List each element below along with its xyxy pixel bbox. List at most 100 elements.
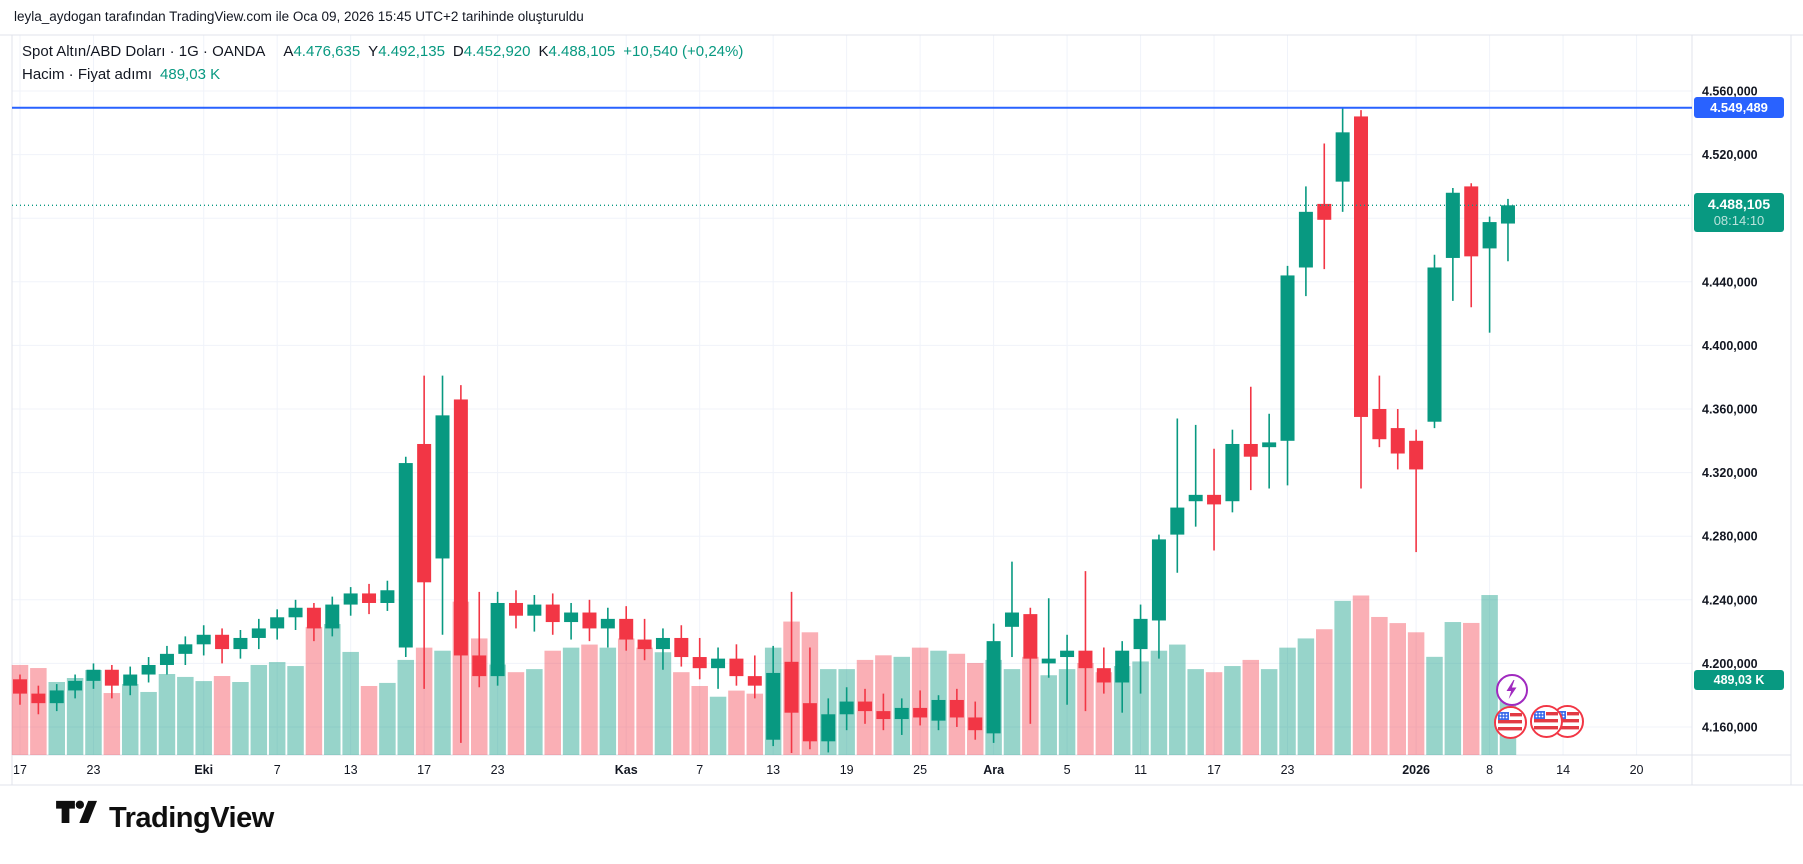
candle[interactable] — [325, 596, 340, 637]
candle[interactable] — [398, 456, 413, 658]
volume-bar[interactable] — [360, 685, 378, 755]
us-flag-icon[interactable] — [1494, 706, 1527, 739]
candle[interactable] — [453, 385, 468, 743]
candle[interactable] — [472, 591, 487, 688]
us-flag-icon[interactable] — [1530, 705, 1563, 738]
candle[interactable] — [141, 657, 156, 683]
volume-bar[interactable] — [250, 664, 268, 755]
candle[interactable] — [1317, 143, 1332, 270]
volume-bar[interactable] — [1187, 669, 1204, 755]
candle[interactable] — [435, 375, 450, 635]
candle[interactable] — [1170, 418, 1185, 573]
volume-bar[interactable] — [1481, 595, 1498, 755]
candle[interactable] — [1500, 198, 1515, 262]
volume-bar[interactable] — [324, 624, 341, 755]
candle[interactable] — [986, 623, 1001, 743]
candle[interactable] — [380, 580, 395, 611]
volume-bar[interactable] — [617, 638, 635, 755]
candle[interactable] — [1262, 413, 1277, 489]
candle[interactable] — [417, 375, 432, 689]
candle[interactable] — [1372, 375, 1387, 448]
candle[interactable] — [876, 693, 891, 731]
last-price-tag[interactable]: 4.488,105 08:14:10 — [1694, 193, 1784, 233]
volume-bar[interactable] — [268, 662, 286, 755]
candle[interactable] — [196, 625, 211, 656]
candle[interactable] — [858, 688, 873, 724]
volume-bar[interactable] — [85, 670, 102, 755]
candle[interactable] — [1464, 183, 1479, 308]
volume-bar[interactable] — [1058, 669, 1076, 755]
candle[interactable] — [31, 685, 46, 715]
candle[interactable] — [1280, 265, 1295, 486]
volume-bar[interactable] — [1260, 669, 1278, 755]
candle[interactable] — [270, 609, 285, 640]
volume-bar[interactable] — [489, 664, 506, 755]
candle[interactable] — [545, 593, 560, 635]
volume-bar[interactable] — [213, 676, 231, 755]
candle[interactable] — [747, 655, 762, 699]
volume-bar[interactable] — [1242, 659, 1260, 755]
candle[interactable] — [288, 599, 303, 631]
candle[interactable] — [692, 637, 707, 680]
volume-bar[interactable] — [1462, 622, 1480, 755]
candle[interactable] — [1225, 429, 1240, 513]
candle[interactable] — [968, 701, 983, 740]
volume-bar[interactable] — [379, 682, 396, 755]
candle[interactable] — [178, 636, 193, 665]
candle[interactable] — [1115, 641, 1130, 713]
candle[interactable] — [839, 687, 854, 731]
candle[interactable] — [1445, 187, 1460, 301]
lightning-icon[interactable] — [1496, 674, 1528, 706]
candle[interactable] — [1482, 216, 1497, 333]
volume-bar[interactable] — [1316, 629, 1333, 755]
volume-bar[interactable] — [1279, 647, 1296, 755]
candle[interactable] — [490, 591, 505, 686]
candle[interactable] — [1354, 110, 1369, 489]
candle[interactable] — [527, 595, 542, 632]
volume-bar[interactable] — [544, 650, 561, 755]
volume-bar[interactable] — [1352, 595, 1370, 755]
volume-bar[interactable] — [140, 691, 157, 755]
candle[interactable] — [159, 645, 174, 675]
volume-bar[interactable] — [526, 669, 543, 755]
volume-bar[interactable] — [1095, 672, 1113, 755]
candle[interactable] — [1004, 561, 1019, 658]
candle[interactable] — [233, 630, 248, 659]
volume-bar[interactable] — [709, 696, 727, 755]
volume-bar[interactable] — [1003, 669, 1021, 755]
volume-bar[interactable] — [581, 644, 598, 755]
candle[interactable] — [1427, 254, 1442, 429]
candle[interactable] — [86, 663, 101, 689]
volume-bar[interactable] — [636, 647, 653, 755]
candle[interactable] — [784, 591, 799, 753]
candle[interactable] — [600, 607, 615, 648]
candle[interactable] — [802, 647, 817, 750]
candle[interactable] — [68, 674, 83, 699]
volume-bar[interactable] — [1205, 672, 1223, 755]
volume-bar[interactable] — [562, 647, 580, 755]
candle[interactable] — [711, 647, 726, 689]
symbol-title[interactable]: Spot Altın/ABD Doları · 1G · OANDA — [22, 43, 266, 60]
candle[interactable] — [729, 644, 744, 686]
candle[interactable] — [343, 587, 358, 616]
candle[interactable] — [1096, 647, 1111, 694]
candle[interactable] — [655, 628, 670, 670]
candle[interactable] — [49, 684, 64, 712]
volume-bar[interactable] — [305, 626, 323, 755]
candle[interactable] — [766, 645, 781, 747]
volume-bar[interactable] — [1371, 616, 1388, 755]
volume-bar[interactable] — [177, 676, 194, 755]
candle[interactable] — [582, 599, 597, 642]
volume-bar[interactable] — [1132, 661, 1149, 755]
volume-bar[interactable] — [673, 672, 690, 755]
candle[interactable] — [251, 618, 266, 650]
candle[interactable] — [1207, 448, 1222, 551]
candle[interactable] — [1243, 386, 1258, 491]
candle[interactable] — [1335, 107, 1350, 212]
volume-bar[interactable] — [103, 693, 121, 755]
volume-bar[interactable] — [434, 650, 451, 755]
volume-bar[interactable] — [746, 693, 764, 755]
volume-bar[interactable] — [1040, 675, 1057, 755]
volume-bar[interactable] — [691, 685, 708, 755]
volume-bar[interactable] — [121, 683, 139, 755]
